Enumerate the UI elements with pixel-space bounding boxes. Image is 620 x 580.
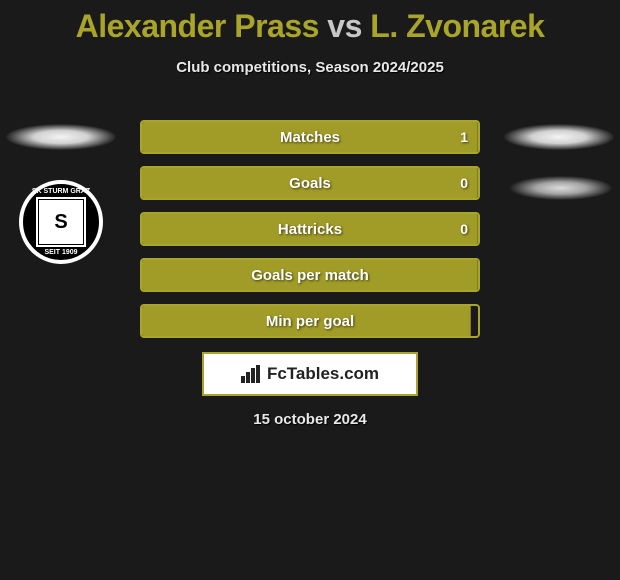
stat-row: Goals0: [140, 166, 480, 200]
stat-label: Matches: [142, 122, 478, 152]
stat-label: Goals per match: [142, 260, 478, 290]
club-badge: SK STURM GRAZ S SEIT 1909: [19, 180, 103, 264]
competition-subtitle: Club competitions, Season 2024/2025: [0, 59, 620, 76]
brand-chart-icon: [241, 365, 261, 383]
player2-name: L. Zvonarek: [370, 8, 544, 44]
stat-row: Hattricks0: [140, 212, 480, 246]
pedestal-shadow-right-2: [510, 176, 612, 200]
badge-ring: SK STURM GRAZ S SEIT 1909: [19, 180, 103, 264]
stat-label: Min per goal: [142, 306, 478, 336]
badge-glyph: S: [54, 211, 67, 234]
snapshot-date: 15 october 2024: [0, 411, 620, 428]
stat-value: 1: [460, 122, 468, 152]
stats-chart: Matches1Goals0Hattricks0Goals per matchM…: [140, 120, 480, 350]
stat-label: Goals: [142, 168, 478, 198]
stat-row: Min per goal: [140, 304, 480, 338]
badge-text-bottom: SEIT 1909: [23, 249, 99, 256]
badge-inner-shield: S: [39, 200, 83, 244]
badge-text-top: SK STURM GRAZ: [23, 188, 99, 195]
stat-value: 0: [460, 168, 468, 198]
pedestal-shadow-left: [6, 124, 116, 150]
pedestal-shadow-right: [504, 124, 614, 150]
brand-text: FcTables.com: [267, 364, 379, 384]
player1-name: Alexander Prass: [76, 8, 319, 44]
vs-text: vs: [327, 8, 362, 44]
stat-label: Hattricks: [142, 214, 478, 244]
comparison-title: Alexander Prass vs L. Zvonarek: [0, 0, 620, 45]
stat-row: Matches1: [140, 120, 480, 154]
stat-row: Goals per match: [140, 258, 480, 292]
stat-value: 0: [460, 214, 468, 244]
brand-box: FcTables.com: [202, 352, 418, 396]
